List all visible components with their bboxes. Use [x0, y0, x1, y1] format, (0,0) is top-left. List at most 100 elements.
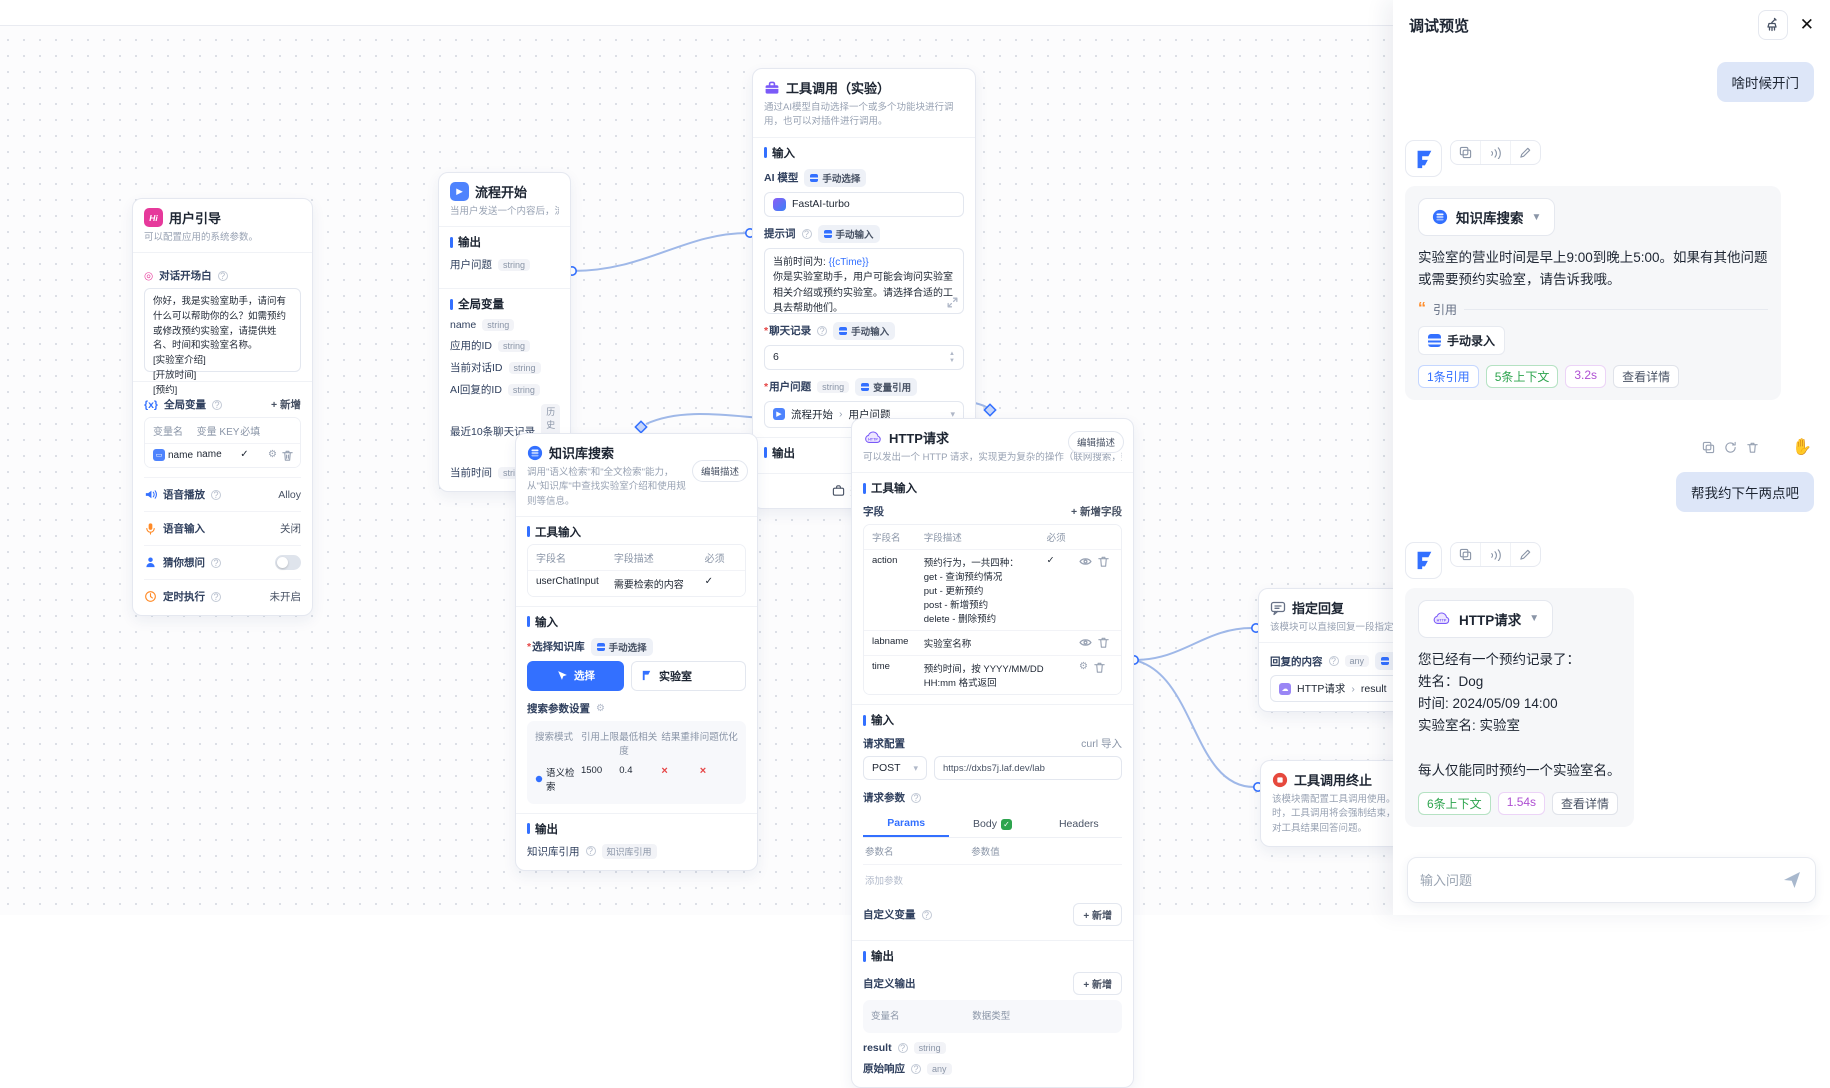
info-icon: ?	[211, 592, 221, 602]
reply-content-label: 回复的内容	[1270, 654, 1323, 669]
opening-textarea[interactable]: 你好，我是实验室助手，请问有什么可以帮助你的么？如需预约或修改预约实验室，请提供…	[144, 288, 301, 372]
tool-name: HTTP请求	[1459, 609, 1521, 629]
view-details-badge[interactable]: 查看详情	[1552, 792, 1618, 815]
type-badge: any	[927, 1063, 952, 1075]
model-select[interactable]: FastAI-turbo	[764, 192, 964, 217]
type-badge: string	[508, 384, 540, 396]
chevron-down-icon: ▾	[913, 763, 918, 774]
node-http-request[interactable]: HTTP HTTP请求 可以发出一个 HTTP 请求，实现更为复杂的操作（联网搜…	[851, 418, 1134, 1088]
canvas-toolbar	[0, 0, 1400, 26]
copy-icon[interactable]	[1451, 543, 1480, 566]
voice-icon[interactable]	[1480, 543, 1510, 566]
node-kb-search[interactable]: 知识库搜索 调用"语义检索"和"全文检索"能力，从"知识库"中查找实验室介绍和使…	[515, 433, 758, 871]
gear-icon[interactable]: ⚙	[596, 703, 605, 714]
request-config-label: 请求配置	[863, 736, 905, 751]
edit-icon[interactable]	[1510, 141, 1540, 164]
kb-dataset-card[interactable]: 实验室	[631, 661, 746, 691]
copy-icon[interactable]	[1702, 441, 1715, 454]
prompt-body: 你是实验室助手，用户可能会询问实验室相关介绍或预约实验室。请选择合适的工具去帮助…	[773, 272, 953, 314]
tab-headers[interactable]: Headers	[1036, 811, 1122, 837]
clear-history-button[interactable]	[1758, 10, 1788, 40]
add-variable-button[interactable]: + 新增	[271, 397, 301, 412]
hand-emoji-icon[interactable]: ✋	[1790, 436, 1814, 460]
node-title: 工具调用（实验）	[786, 78, 890, 97]
kb-select-button[interactable]: 选择	[527, 661, 624, 691]
cross-icon: ×	[700, 765, 738, 793]
expand-icon[interactable]	[946, 296, 959, 309]
add-param-placeholder[interactable]: 添加参数	[863, 865, 1122, 895]
voice-play-icon	[144, 488, 157, 501]
tool-run-chip-kb[interactable]: 知识库搜索 ▼	[1418, 198, 1555, 236]
method-value: POST	[872, 762, 901, 774]
copy-icon[interactable]	[1451, 141, 1480, 164]
trash-icon[interactable]	[1746, 441, 1759, 454]
prompt-prefix: 当前时间为:	[773, 257, 829, 268]
send-icon[interactable]	[1781, 869, 1803, 891]
quote-source-chip[interactable]: 手动录入	[1418, 326, 1505, 355]
info-icon: ?	[1329, 656, 1339, 666]
type-badge: string	[509, 362, 541, 374]
trash-icon[interactable]	[1097, 636, 1110, 649]
eye-icon[interactable]	[1079, 636, 1092, 649]
guess-ask-toggle[interactable]	[275, 555, 301, 570]
context-count-badge[interactable]: 6条上下文	[1418, 792, 1491, 815]
view-details-badge[interactable]: 查看详情	[1613, 365, 1679, 388]
info-icon: ?	[218, 271, 228, 281]
select-icon	[810, 174, 818, 182]
quote-label: 引用	[1433, 301, 1457, 318]
info-icon: ?	[586, 846, 596, 856]
delete-variable-icon[interactable]	[281, 449, 294, 462]
global-variable-row: ▭name name ✓ ⚙	[145, 443, 300, 467]
gear-icon[interactable]: ⚙	[1079, 661, 1088, 674]
chat-input-bar	[1407, 857, 1816, 903]
global-var: 应用的ID	[450, 338, 492, 353]
chat-input[interactable]	[1420, 873, 1781, 888]
edit-icon[interactable]	[1510, 543, 1540, 566]
variable-ref-chip: 变量引用	[855, 378, 917, 396]
stepper-icons[interactable]: ▲▼	[949, 351, 955, 364]
context-count-badge[interactable]: 5条上下文	[1486, 365, 1559, 388]
duration-badge[interactable]: 3.2s	[1565, 365, 1606, 388]
trash-icon[interactable]	[1093, 661, 1106, 674]
quote-icon: “	[1418, 305, 1426, 313]
add-custom-output-button[interactable]: + 新增	[1073, 972, 1122, 995]
result-output: result	[863, 1042, 892, 1054]
edit-description-button[interactable]: 编辑描述	[1068, 431, 1124, 453]
close-icon[interactable]: ✕	[1800, 15, 1814, 35]
url-input[interactable]: https://dxbs7j.laf.dev/lab	[934, 756, 1122, 780]
eye-icon[interactable]	[1079, 555, 1092, 568]
global-var: AI回复的ID	[450, 382, 502, 397]
tool-run-chip-http[interactable]: HTTP HTTP请求 ▼	[1418, 600, 1553, 638]
check-icon: ✓	[1047, 555, 1079, 566]
duration-badge[interactable]: 1.54s	[1498, 792, 1545, 815]
type-badge: string	[498, 340, 530, 352]
prompt-textarea[interactable]: 当前时间为: {{cTime}} 你是实验室助手，用户可能会询问实验室相关介绍或…	[764, 248, 964, 314]
tab-params[interactable]: Params	[863, 811, 949, 837]
http-cloud-icon: HTTP	[863, 430, 883, 446]
node-title: 指定回复	[1292, 598, 1344, 617]
quote-count-badge[interactable]: 1条引用	[1418, 365, 1479, 388]
flow-start-icon: ▶	[450, 182, 469, 201]
node-title: 工具调用终止	[1294, 770, 1372, 789]
method-select[interactable]: POST ▾	[863, 756, 927, 780]
param-value-col: 参数值	[971, 844, 1120, 858]
schedule-value[interactable]: 未开启	[270, 589, 302, 604]
voice-play-value[interactable]: Alloy	[278, 489, 301, 501]
tab-body[interactable]: Body✓	[949, 811, 1035, 837]
history-count-input[interactable]: 6 ▲▼	[764, 345, 964, 370]
output-user-question: 用户问题	[450, 257, 492, 272]
edge-http-to-stop	[1134, 660, 1254, 787]
schedule-icon	[144, 590, 157, 603]
voice-icon[interactable]	[1480, 141, 1510, 164]
edit-variable-icon[interactable]: ⚙	[268, 449, 277, 462]
edit-description-button[interactable]: 编辑描述	[692, 460, 748, 482]
voice-input-value[interactable]: 关闭	[280, 521, 301, 536]
globals-table: 变量名 变量 KEY 必填 ▭name name ✓ ⚙	[144, 417, 301, 468]
add-field-button[interactable]: + 新增字段	[1071, 504, 1122, 519]
output-section-label: 输出	[450, 234, 559, 250]
curl-import-button[interactable]: curl 导入	[1081, 736, 1122, 751]
retry-icon[interactable]	[1724, 441, 1737, 454]
trash-icon[interactable]	[1097, 555, 1110, 568]
